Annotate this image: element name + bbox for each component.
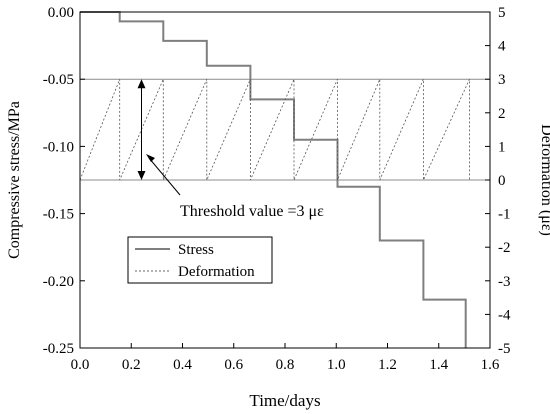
- x-tick-label: 1.6: [481, 357, 500, 373]
- y-right-tick-label: 1: [498, 139, 506, 155]
- x-tick-label: 0.4: [173, 357, 192, 373]
- left-y-axis: 0.00 -0.05 -0.10 -0.15 -0.20 -0.25: [43, 5, 85, 357]
- y-left-tick-label: -0.15: [43, 207, 74, 223]
- x-tick-label: 1.4: [429, 357, 448, 373]
- x-tick-label: 0.0: [71, 357, 90, 373]
- right-y-axis: 5 4 3 2 1 0 -1 -2 -3 -4 -5: [485, 5, 511, 357]
- annotation-pointer-arrowhead: [146, 154, 155, 162]
- x-axis-label: Time/days: [249, 391, 320, 410]
- series-layer: [79, 11, 470, 348]
- y-right-tick-label: -1: [498, 207, 511, 223]
- annotation-pointer: [148, 157, 181, 196]
- y-right-tick-label: -2: [498, 240, 511, 256]
- y-left-tick-label: 0.00: [48, 5, 74, 21]
- threshold-label: Threshold value =3 με: [180, 203, 324, 220]
- y-right-tick-label: 5: [498, 5, 506, 21]
- right-y-axis-label: Deformation (με): [538, 124, 550, 236]
- y-right-tick-label: -3: [498, 274, 511, 290]
- legend-label-stress: Stress: [178, 242, 214, 258]
- legend-box: [127, 236, 273, 284]
- y-right-tick-label: 3: [498, 72, 506, 88]
- threshold-annotation: Threshold value =3 με: [137, 79, 324, 220]
- threshold-arrowhead-bottom: [137, 171, 146, 180]
- x-tick-label: 1.2: [378, 357, 397, 373]
- series-line-stress: [80, 11, 467, 348]
- y-left-tick-label: -0.25: [43, 341, 74, 357]
- x-tick-label: 0.6: [224, 357, 243, 373]
- y-right-tick-label: 2: [498, 106, 506, 122]
- x-tick-label: 0.2: [122, 357, 141, 373]
- x-tick-label: 0.8: [276, 357, 295, 373]
- y-right-tick-label: -4: [498, 307, 511, 323]
- x-tick-label: 1.0: [327, 357, 346, 373]
- left-y-axis-label: Compressive stress/MPa: [6, 101, 23, 259]
- y-right-tick-label: 0: [498, 173, 506, 189]
- threshold-arrowhead-top: [137, 79, 146, 89]
- y-left-tick-label: -0.05: [43, 72, 74, 88]
- legend-label-deformation: Deformation: [178, 264, 255, 280]
- x-axis: 0.0 0.2 0.4 0.6 0.8 1.0 1.2 1.4 1.6: [71, 343, 500, 373]
- y-left-tick-label: -0.10: [43, 139, 74, 155]
- y-right-tick-label: 4: [498, 39, 506, 55]
- y-right-tick-label: -5: [498, 341, 511, 357]
- y-left-tick-label: -0.20: [43, 274, 74, 290]
- reference-lines: [80, 78, 490, 181]
- legend: Stress Deformation: [127, 236, 273, 284]
